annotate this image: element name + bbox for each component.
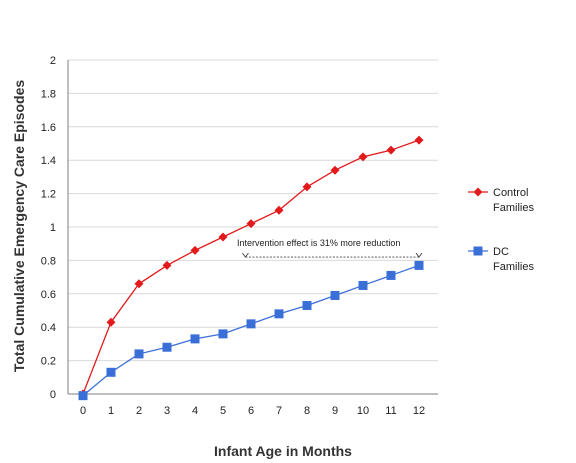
y-tick-label-7: 1.4 [41,155,56,167]
point-0-10 [358,152,368,162]
legend-label-0-0: Control [493,187,528,199]
y-tick-label-0: 0 [50,389,56,401]
x-axis-title: Infant Age in Months [214,443,352,459]
y-tick-label-4: 0.8 [41,255,56,267]
point-0-3 [162,260,172,270]
point-1-11 [386,270,396,280]
y-tick-label-2: 0.4 [41,322,56,334]
annotation-arrow-right [415,252,423,258]
point-1-12 [414,260,424,270]
legend-label-1-0: DC [493,246,509,258]
x-tick-label-2: 2 [136,405,142,417]
point-0-11 [386,145,396,155]
point-0-5 [218,232,228,242]
x-tick-label-5: 5 [220,405,226,417]
point-0-7 [274,205,284,215]
y-tick-label-6: 1.2 [41,189,56,201]
point-1-2 [134,349,144,359]
point-1-8 [302,300,312,310]
y-tick-label-9: 1.8 [41,88,56,100]
y-tick-label-5: 1 [50,222,56,234]
x-tick-label-3: 3 [164,405,170,417]
point-1-9 [330,290,340,300]
point-1-3 [162,342,172,352]
legend-label-1-1: Families [493,261,534,273]
point-0-6 [246,219,256,229]
x-tick-label-8: 8 [304,405,310,417]
x-tick-label-6: 6 [248,405,254,417]
legend-label-0-1: Families [493,202,534,214]
series-line-1 [82,264,420,397]
point-1-6 [246,319,256,329]
annotation-arrow-left [242,252,249,258]
x-tick-label-11: 11 [385,405,396,417]
annotation-text: Intervention effect is 31% more reductio… [237,238,400,248]
point-0-1 [106,317,116,327]
point-0-12 [414,135,424,145]
series-1 [78,260,424,401]
y-tick-labels: 0 0.2 0.4 0.6 0.8 1 1.2 1.4 1.6 1.8 2 [41,55,56,401]
series-line-0 [82,139,420,395]
x-tick-label-4: 4 [192,405,198,417]
point-1-7 [274,309,284,319]
point-0-2 [134,279,144,289]
x-tick-label-0: 0 [80,405,86,417]
point-1-0 [78,391,88,401]
grid-lines [68,59,438,362]
y-tick-label-3: 0.6 [41,289,56,301]
point-1-10 [358,280,368,290]
point-1-1 [106,367,116,377]
y-tick-label-8: 1.6 [41,122,56,134]
y-tick-label-1: 0.2 [41,356,56,368]
point-1-4 [190,334,200,344]
x-tick-label-1: 1 [108,405,114,417]
y-tick-label-10: 2 [50,55,56,67]
annotation: Intervention effect is 31% more reductio… [237,238,423,258]
x-tick-label-10: 10 [357,405,369,417]
point-0-9 [330,165,340,175]
legend-marker-1 [473,246,483,256]
point-1-5 [218,329,228,339]
series-layer [78,135,424,401]
point-0-4 [190,245,200,255]
y-axis-title: Total Cumulative Emergency Care Episodes [11,80,27,372]
legend: Control Families DC Families [468,187,534,273]
x-tick-label-7: 7 [276,405,282,417]
legend-marker-0 [473,187,483,197]
point-0-8 [302,182,312,192]
x-tick-label-12: 12 [413,405,425,417]
x-tick-labels: 0 1 2 3 4 5 6 7 8 9 10 11 12 [80,405,425,417]
x-tick-label-9: 9 [332,405,338,417]
axes [67,60,438,395]
